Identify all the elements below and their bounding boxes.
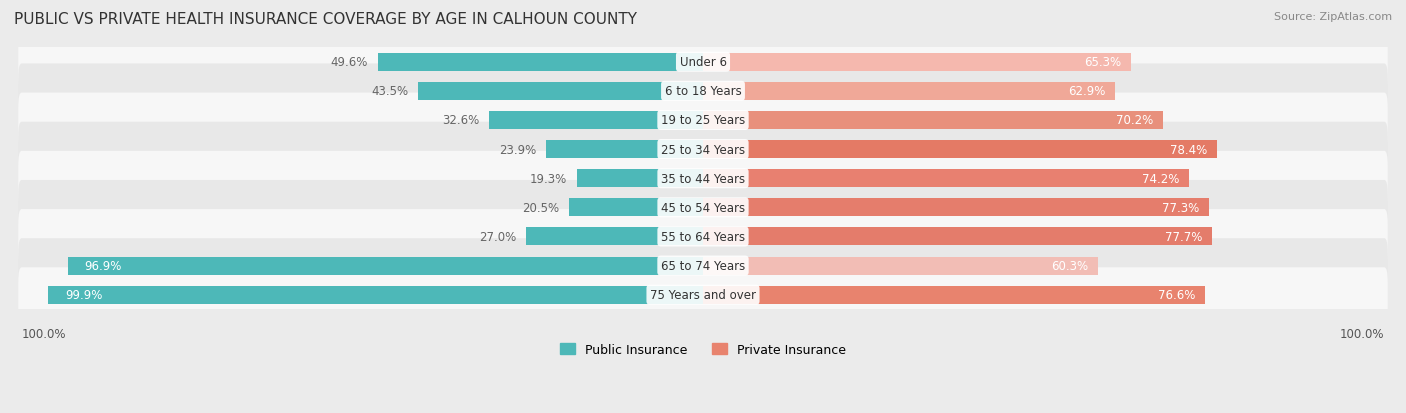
Bar xyxy=(418,83,703,101)
Text: PUBLIC VS PRIVATE HEALTH INSURANCE COVERAGE BY AGE IN CALHOUN COUNTY: PUBLIC VS PRIVATE HEALTH INSURANCE COVER… xyxy=(14,12,637,27)
Text: 100.0%: 100.0% xyxy=(21,327,66,340)
Text: Under 6: Under 6 xyxy=(679,56,727,69)
Text: 35 to 44 Years: 35 to 44 Years xyxy=(661,172,745,185)
FancyBboxPatch shape xyxy=(18,93,1388,148)
Text: 19 to 25 Years: 19 to 25 Years xyxy=(661,114,745,127)
Text: 20.5%: 20.5% xyxy=(522,202,558,214)
Text: 27.0%: 27.0% xyxy=(479,230,516,243)
Text: 49.6%: 49.6% xyxy=(330,56,368,69)
Bar xyxy=(489,112,703,130)
Bar xyxy=(526,228,703,246)
Text: 60.3%: 60.3% xyxy=(1052,259,1088,273)
FancyBboxPatch shape xyxy=(18,122,1388,177)
Bar xyxy=(703,83,1115,101)
FancyBboxPatch shape xyxy=(18,64,1388,119)
Text: 25 to 34 Years: 25 to 34 Years xyxy=(661,143,745,156)
Text: 6 to 18 Years: 6 to 18 Years xyxy=(665,85,741,98)
Bar xyxy=(703,54,1130,71)
Text: 45 to 54 Years: 45 to 54 Years xyxy=(661,202,745,214)
Text: 23.9%: 23.9% xyxy=(499,143,537,156)
Bar xyxy=(568,199,703,217)
Legend: Public Insurance, Private Insurance: Public Insurance, Private Insurance xyxy=(555,338,851,361)
Text: 32.6%: 32.6% xyxy=(443,114,479,127)
Bar xyxy=(703,112,1163,130)
FancyBboxPatch shape xyxy=(18,239,1388,293)
FancyBboxPatch shape xyxy=(18,268,1388,322)
Text: 77.7%: 77.7% xyxy=(1166,230,1202,243)
FancyBboxPatch shape xyxy=(18,152,1388,206)
Bar xyxy=(703,141,1216,159)
Text: 75 Years and over: 75 Years and over xyxy=(650,289,756,301)
Bar xyxy=(547,141,703,159)
Text: 96.9%: 96.9% xyxy=(84,259,122,273)
Text: 77.3%: 77.3% xyxy=(1163,202,1199,214)
Text: 100.0%: 100.0% xyxy=(1340,327,1385,340)
Bar xyxy=(576,170,703,188)
Bar xyxy=(703,257,1098,275)
Bar xyxy=(378,54,703,71)
Text: 65 to 74 Years: 65 to 74 Years xyxy=(661,259,745,273)
FancyBboxPatch shape xyxy=(18,180,1388,235)
Bar xyxy=(67,257,703,275)
Bar xyxy=(703,286,1205,304)
Bar xyxy=(703,170,1189,188)
Text: 78.4%: 78.4% xyxy=(1170,143,1206,156)
Text: 55 to 64 Years: 55 to 64 Years xyxy=(661,230,745,243)
FancyBboxPatch shape xyxy=(18,35,1388,90)
Bar xyxy=(703,228,1212,246)
Text: 65.3%: 65.3% xyxy=(1084,56,1121,69)
Bar xyxy=(48,286,703,304)
FancyBboxPatch shape xyxy=(18,209,1388,264)
Text: 43.5%: 43.5% xyxy=(371,85,408,98)
Text: 74.2%: 74.2% xyxy=(1142,172,1180,185)
Text: 99.9%: 99.9% xyxy=(65,289,103,301)
Text: 19.3%: 19.3% xyxy=(530,172,567,185)
Text: Source: ZipAtlas.com: Source: ZipAtlas.com xyxy=(1274,12,1392,22)
Bar xyxy=(703,199,1209,217)
Text: 62.9%: 62.9% xyxy=(1069,85,1105,98)
Text: 70.2%: 70.2% xyxy=(1116,114,1153,127)
Text: 76.6%: 76.6% xyxy=(1157,289,1195,301)
